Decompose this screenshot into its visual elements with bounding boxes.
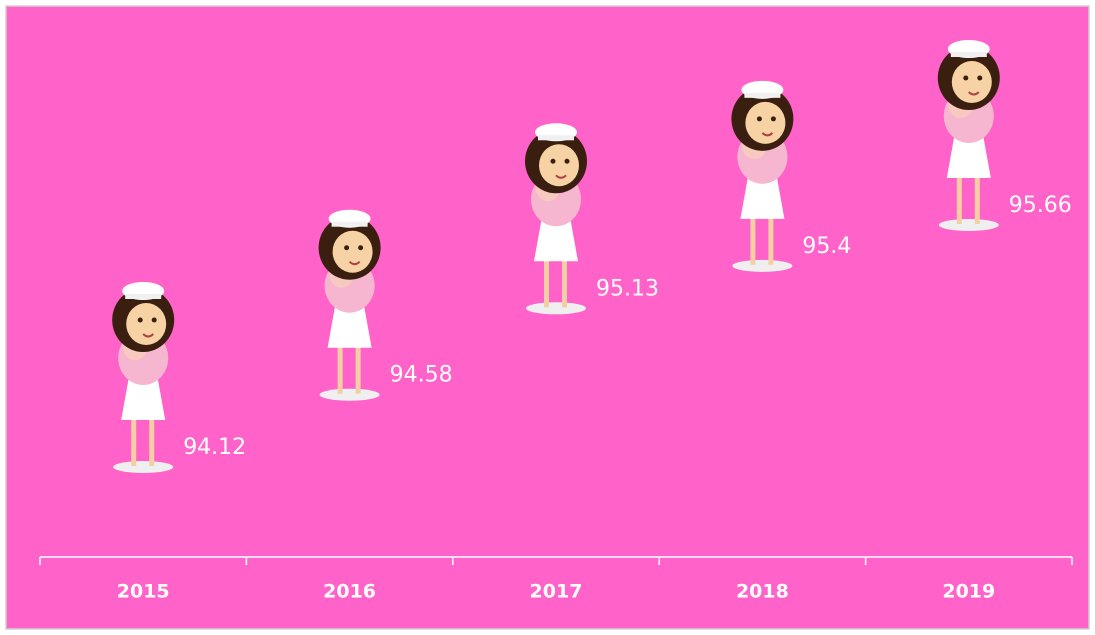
icon-eye — [771, 116, 776, 121]
icon-eye — [551, 159, 556, 164]
x-tick-label: 2017 — [530, 581, 583, 603]
icon-cap-band — [951, 52, 987, 57]
icon-leg — [356, 346, 361, 394]
icon-leg — [562, 259, 567, 307]
icon-shadow — [526, 302, 586, 314]
x-tick-label: 2018 — [736, 581, 789, 603]
icon-cap-band — [538, 135, 574, 140]
x-tick-label: 2016 — [323, 581, 376, 603]
icon-shadow — [320, 389, 380, 401]
icon-leg — [750, 217, 755, 265]
icon-eye — [138, 318, 143, 323]
icon-leg — [149, 418, 154, 466]
icon-face — [126, 303, 166, 345]
icon-cap-band — [744, 93, 780, 98]
icon-eye — [358, 245, 363, 250]
icon-leg — [131, 418, 136, 466]
icon-cap-band — [125, 294, 161, 299]
x-tick-label: 2019 — [942, 581, 995, 603]
icon-eye — [757, 116, 762, 121]
value-label: 95.66 — [1009, 193, 1072, 218]
icon-leg — [957, 176, 962, 224]
icon-leg — [544, 259, 549, 307]
icon-face — [952, 61, 992, 103]
icon-cap-band — [332, 222, 368, 227]
icon-face — [333, 231, 373, 273]
page: 94.12 2015 94.58 2016 95.13 2017 95.4 2018 95.66… — [0, 0, 1095, 635]
icon-leg — [338, 346, 343, 394]
value-label: 95.13 — [596, 276, 659, 301]
icon-face — [745, 102, 785, 144]
chart: 94.12 2015 94.58 2016 95.13 2017 95.4 2018 95.66… — [0, 0, 1095, 635]
icon-face — [539, 144, 579, 186]
icon-leg — [768, 217, 773, 265]
x-tick-label: 2015 — [117, 581, 170, 603]
icon-eye — [152, 318, 157, 323]
icon-leg — [975, 176, 980, 224]
value-label: 95.4 — [802, 234, 851, 259]
icon-shadow — [113, 461, 173, 473]
icon-shadow — [732, 260, 792, 272]
icon-eye — [977, 76, 982, 81]
icon-shadow — [939, 219, 999, 231]
icon-eye — [344, 245, 349, 250]
icon-eye — [963, 76, 968, 81]
value-label: 94.58 — [390, 363, 453, 388]
value-label: 94.12 — [183, 435, 246, 460]
icon-eye — [565, 159, 570, 164]
